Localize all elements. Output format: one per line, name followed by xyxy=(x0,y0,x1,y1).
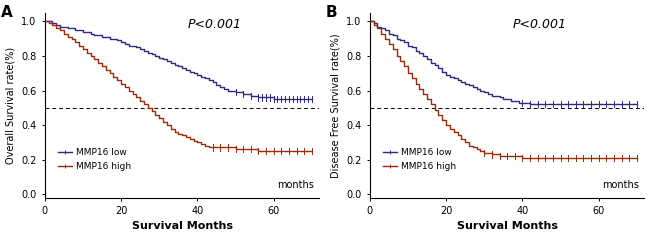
Y-axis label: Disease Free Survival rate(%): Disease Free Survival rate(%) xyxy=(331,33,341,178)
Legend: MMP16 low, MMP16 high: MMP16 low, MMP16 high xyxy=(55,145,135,175)
X-axis label: Survival Months: Survival Months xyxy=(132,221,233,232)
X-axis label: Survival Months: Survival Months xyxy=(457,221,558,232)
Text: B: B xyxy=(326,5,337,20)
Text: months: months xyxy=(277,180,314,190)
Text: A: A xyxy=(1,5,12,20)
Text: P<0.001: P<0.001 xyxy=(188,18,242,31)
Y-axis label: Overall Survival rate(%): Overall Survival rate(%) xyxy=(6,47,16,164)
Text: P<0.001: P<0.001 xyxy=(513,18,567,31)
Text: months: months xyxy=(602,180,639,190)
Legend: MMP16 low, MMP16 high: MMP16 low, MMP16 high xyxy=(380,145,460,175)
